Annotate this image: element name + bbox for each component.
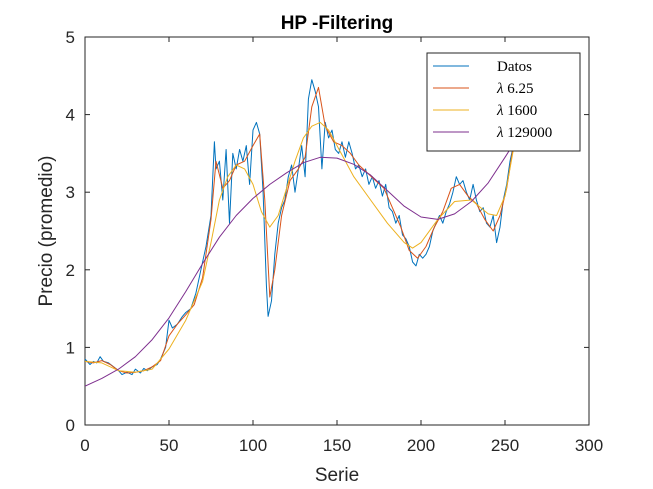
series-line-6-25	[85, 86, 514, 374]
y-tick-label: 0	[66, 416, 75, 435]
y-tick-label: 2	[66, 261, 75, 280]
legend-label: λ 129000	[496, 125, 552, 141]
x-tick-label: 100	[239, 436, 267, 455]
chart-title: HP -Filtering	[281, 13, 394, 34]
y-tick-label: 3	[66, 183, 75, 202]
series-line-129000	[85, 143, 514, 387]
x-axis-label: Serie	[315, 465, 359, 486]
legend-label: λ 6.25	[496, 81, 534, 97]
series-layer	[85, 79, 514, 387]
x-tick-label: 200	[407, 436, 435, 455]
y-axis-ticks: 0 1 2 3 4 5	[66, 28, 589, 435]
x-tick-label: 0	[80, 436, 89, 455]
legend-label: Datos	[497, 59, 532, 75]
y-tick-label: 1	[66, 338, 75, 357]
x-tick-label: 250	[491, 436, 519, 455]
x-tick-label: 150	[323, 436, 351, 455]
legend-label: λ 1600	[496, 103, 537, 119]
x-tick-label: 50	[160, 436, 179, 455]
y-axis-label: Precio (promedio)	[36, 156, 57, 307]
legend-box	[426, 52, 581, 152]
series-line-datos	[85, 79, 514, 376]
y-tick-label: 4	[66, 106, 75, 125]
x-axis-ticks: 0 50 100 150 200 250 300	[80, 37, 603, 455]
legend: Datos λ 6.25 λ 1600 λ 129000	[426, 52, 581, 152]
y-tick-label: 5	[66, 28, 75, 47]
x-tick-label: 300	[575, 436, 603, 455]
